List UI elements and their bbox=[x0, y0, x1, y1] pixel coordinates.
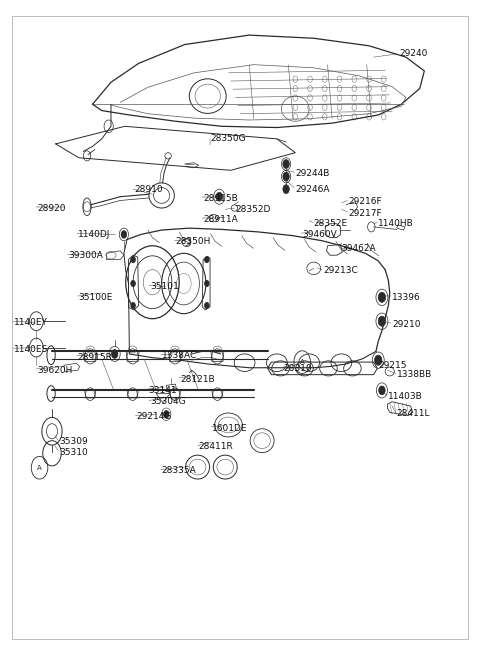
Text: 1140DJ: 1140DJ bbox=[78, 230, 110, 239]
Text: 29216F: 29216F bbox=[348, 197, 382, 206]
Circle shape bbox=[204, 303, 209, 309]
Text: 35310: 35310 bbox=[60, 447, 88, 457]
Circle shape bbox=[131, 303, 135, 309]
Text: 28350G: 28350G bbox=[210, 134, 246, 143]
Text: 1140ES: 1140ES bbox=[14, 345, 48, 354]
Circle shape bbox=[204, 280, 209, 287]
Text: 28310: 28310 bbox=[284, 364, 312, 373]
Text: 39620H: 39620H bbox=[37, 365, 72, 375]
Text: 29246A: 29246A bbox=[295, 185, 330, 194]
Text: 35304G: 35304G bbox=[150, 397, 186, 406]
Circle shape bbox=[131, 280, 135, 287]
Circle shape bbox=[378, 316, 385, 326]
Circle shape bbox=[283, 160, 289, 168]
Text: 1338AC: 1338AC bbox=[162, 351, 197, 360]
Text: 1140HB: 1140HB bbox=[378, 219, 414, 228]
Text: 28915B: 28915B bbox=[78, 352, 112, 362]
Text: 11403B: 11403B bbox=[387, 392, 422, 401]
Circle shape bbox=[204, 257, 209, 263]
Circle shape bbox=[131, 257, 135, 263]
Circle shape bbox=[374, 355, 382, 365]
Text: 28411R: 28411R bbox=[199, 443, 233, 451]
Circle shape bbox=[84, 151, 91, 161]
Text: 1338BB: 1338BB bbox=[396, 370, 432, 379]
Text: 29215: 29215 bbox=[378, 361, 407, 369]
Text: 29213C: 29213C bbox=[323, 267, 358, 275]
Text: 29210: 29210 bbox=[392, 320, 420, 329]
Text: 13396: 13396 bbox=[392, 293, 421, 302]
Text: 28335A: 28335A bbox=[162, 466, 196, 476]
Text: A: A bbox=[37, 464, 42, 471]
Text: 28352E: 28352E bbox=[314, 219, 348, 228]
Polygon shape bbox=[107, 251, 124, 259]
Text: 33141: 33141 bbox=[148, 386, 177, 395]
Circle shape bbox=[283, 185, 289, 194]
Text: 28350H: 28350H bbox=[176, 238, 211, 246]
Text: 35100E: 35100E bbox=[79, 293, 113, 302]
Circle shape bbox=[164, 411, 169, 418]
Text: 28910: 28910 bbox=[134, 185, 163, 194]
Text: 28915B: 28915B bbox=[203, 194, 238, 203]
Text: 29214G: 29214G bbox=[136, 412, 172, 421]
Text: 28911A: 28911A bbox=[203, 215, 238, 224]
Text: 1140EY: 1140EY bbox=[14, 318, 48, 327]
Text: 28121B: 28121B bbox=[180, 375, 215, 384]
Text: 29244B: 29244B bbox=[295, 169, 330, 178]
Circle shape bbox=[378, 292, 385, 303]
Text: 35309: 35309 bbox=[60, 438, 88, 447]
Circle shape bbox=[121, 231, 127, 238]
Text: 28352D: 28352D bbox=[235, 205, 271, 214]
Text: 39462A: 39462A bbox=[341, 244, 376, 253]
Text: 39300A: 39300A bbox=[69, 252, 104, 260]
Circle shape bbox=[111, 350, 118, 358]
Text: 29217F: 29217F bbox=[348, 208, 382, 217]
Text: 28920: 28920 bbox=[37, 204, 66, 212]
Circle shape bbox=[283, 172, 289, 181]
Text: 35101: 35101 bbox=[150, 282, 179, 291]
Circle shape bbox=[216, 193, 223, 201]
Text: 1601DE: 1601DE bbox=[212, 424, 248, 432]
Text: 29240: 29240 bbox=[399, 50, 427, 58]
Circle shape bbox=[379, 386, 385, 395]
Text: 39460V: 39460V bbox=[302, 230, 337, 239]
Text: A: A bbox=[300, 359, 305, 365]
Text: 28411L: 28411L bbox=[396, 409, 430, 418]
